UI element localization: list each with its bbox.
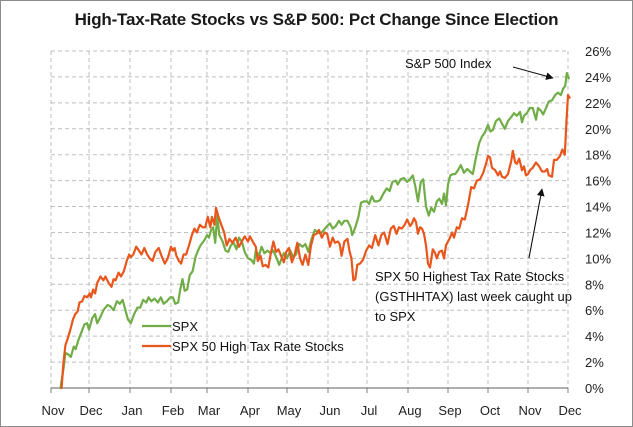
legend-label-spx: SPX (172, 319, 198, 334)
x-tick-label: Apr (240, 403, 261, 418)
x-tick-label: Jun (320, 403, 341, 418)
annotation-high-tax-arrow (528, 188, 545, 259)
x-tick-label: Aug (398, 403, 421, 418)
x-tick-label: May (277, 403, 302, 418)
chart-title: High-Tax-Rate Stocks vs S&P 500: Pct Cha… (74, 10, 559, 29)
y-tick-label: 2% (585, 355, 604, 370)
annotation-high-tax-line-1: SPX 50 Highest Tax Rate Stocks (375, 269, 565, 284)
x-tick-label: Nov (41, 403, 65, 418)
y-tick-label: 18% (585, 148, 611, 163)
legend: SPX SPX 50 High Tax Rate Stocks (142, 319, 344, 354)
annotation-sp500: S&P 500 Index (405, 56, 492, 71)
series-line-high-tax (60, 94, 571, 390)
series-lines (59, 71, 571, 390)
y-tick-label: 10% (585, 251, 611, 266)
series-line-spx (59, 71, 570, 390)
y-tick-label: 12% (585, 225, 611, 240)
y-axis: 0% 2% 4% 6% 8% 10% 12% 14% 16% 18% 20% 22% 24% 26% (585, 44, 611, 396)
x-tick-label: Dec (558, 403, 582, 418)
y-tick-label: 6% (585, 303, 604, 318)
y-tick-label: 8% (585, 277, 604, 292)
y-tick-label: 24% (585, 70, 611, 85)
x-tick-labels: Nov Dec Jan Feb Mar Apr May Jun Jul Aug Sep Oct Nov D… (41, 403, 582, 418)
annotation-high-tax-line-2: (GSTHHTAX) last week caught up (375, 289, 572, 304)
x-axis (50, 387, 569, 393)
x-tick-label: Oct (480, 403, 501, 418)
y-tick-label: 14% (585, 200, 611, 215)
x-tick-label: Mar (198, 403, 221, 418)
x-tick-label: Feb (162, 403, 184, 418)
x-tick-label: Jul (361, 403, 378, 418)
y-tick-label: 22% (585, 96, 611, 111)
gridlines (50, 50, 569, 388)
x-tick-label: Dec (79, 403, 103, 418)
annotation-high-tax-line-3: to SPX (375, 309, 416, 324)
annotation-sp500-arrow (512, 66, 554, 80)
y-tick-label: 0% (585, 381, 604, 396)
x-tick-label: Nov (518, 403, 542, 418)
legend-label-high-tax: SPX 50 High Tax Rate Stocks (172, 339, 344, 354)
y-tick-label: 20% (585, 122, 611, 137)
x-tick-label: Sep (438, 403, 461, 418)
y-tick-label: 26% (585, 44, 611, 59)
y-tick-label: 4% (585, 329, 604, 344)
annotations: S&P 500 Index SPX 50 Highest Tax Rate St… (375, 56, 572, 324)
x-tick-label: Jan (122, 403, 143, 418)
y-tick-label: 16% (585, 174, 611, 189)
